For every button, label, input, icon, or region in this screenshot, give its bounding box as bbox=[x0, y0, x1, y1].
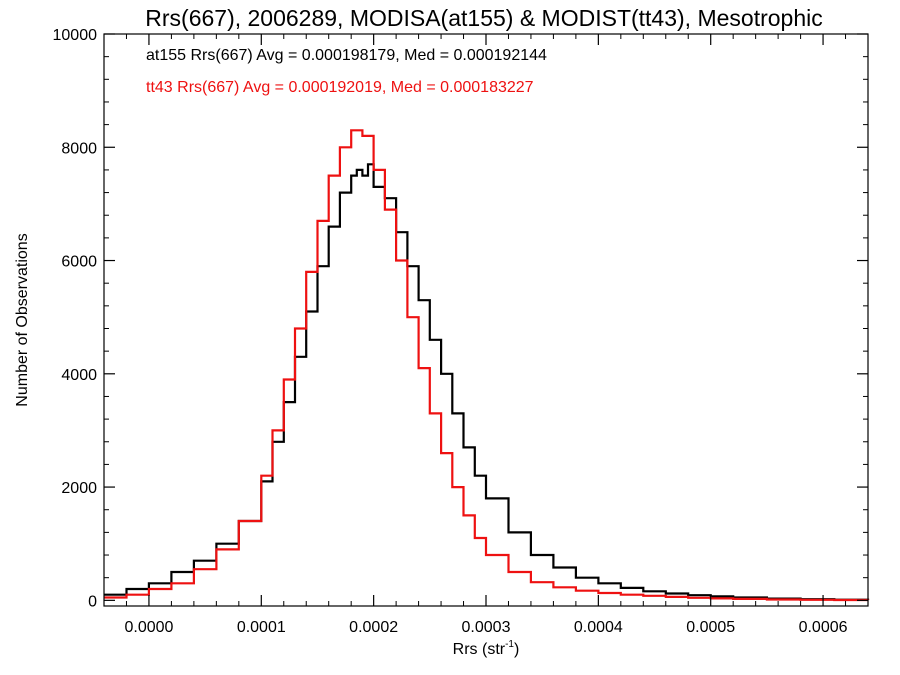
legend-entry-at155: at155 Rrs(667) Avg = 0.000198179, Med = … bbox=[146, 47, 547, 64]
y-tick-label: 2000 bbox=[61, 480, 97, 497]
x-tick-label: 0.0006 bbox=[799, 619, 848, 636]
x-tick-label: 0.0004 bbox=[574, 619, 623, 636]
y-tick-label: 10000 bbox=[53, 27, 98, 44]
x-tick-label: 0.0003 bbox=[462, 619, 511, 636]
x-axis-label-superscript: -1 bbox=[505, 639, 514, 650]
y-tick-label: 8000 bbox=[61, 140, 97, 157]
y-tick-label: 6000 bbox=[61, 254, 97, 271]
x-axis-label: Rrs (str-1) bbox=[453, 639, 520, 658]
series-line-tt43 bbox=[104, 129, 870, 602]
x-axis-label-main: Rrs (str bbox=[453, 641, 506, 658]
legend-entry-tt43: tt43 Rrs(667) Avg = 0.000192019, Med = 0… bbox=[146, 79, 534, 96]
chart-title: Rrs(667), 2006289, MODISA(at155) & MODIS… bbox=[145, 5, 822, 31]
x-tick-label: 0.0001 bbox=[237, 619, 286, 636]
x-axis-label-close: ) bbox=[514, 641, 519, 658]
y-axis-label: Number of Observations bbox=[14, 233, 31, 406]
x-tick-label: 0.0000 bbox=[124, 619, 173, 636]
x-tick-label: 0.0002 bbox=[349, 619, 398, 636]
y-tick-label: 4000 bbox=[61, 367, 97, 384]
y-tick-label: 0 bbox=[88, 593, 97, 610]
axes-layer: 0.0000 0.0001 0.0002 0.0003 0.0004 0.0005 0.00… bbox=[53, 27, 869, 636]
x-tick-label: 0.0005 bbox=[686, 619, 735, 636]
series-layer bbox=[104, 129, 870, 602]
